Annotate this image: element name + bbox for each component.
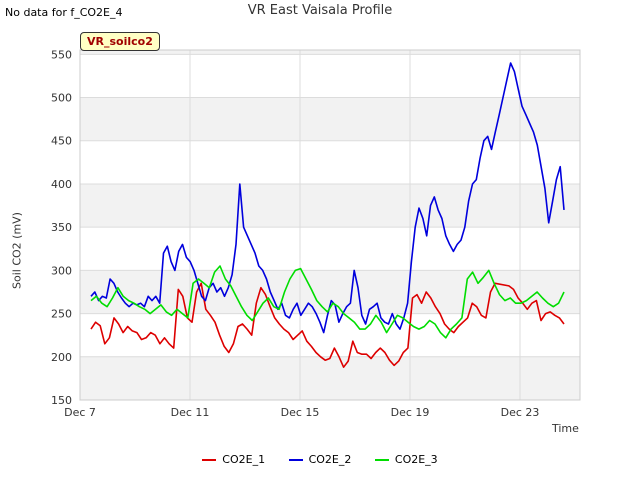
legend-item-co2e-3: CO2E_3: [374, 453, 438, 466]
legend-label-co2e-2: CO2E_2: [308, 453, 352, 466]
plot-frame: [79, 49, 581, 401]
y-tick-label: 300: [51, 264, 72, 277]
y-tick-label: 350: [51, 221, 72, 234]
x-tick-label: Dec 23: [501, 406, 540, 419]
series-line-co2e-3: [90, 265, 565, 339]
series-line-co2e-1: [90, 282, 565, 369]
x-tick-label: Dec 15: [281, 406, 320, 419]
y-axis-label: Soil CO2 (mV): [10, 212, 24, 289]
plot-band: [80, 183, 580, 228]
x-tick-label: Dec 19: [391, 406, 430, 419]
legend: CO2E_1 CO2E_2 CO2E_3: [0, 453, 640, 466]
y-tick-label: 550: [51, 48, 72, 61]
y-tick-label: 450: [51, 135, 72, 148]
plot-band: [80, 50, 580, 55]
plot-band: [80, 97, 580, 141]
x-tick-label: Dec 11: [171, 406, 210, 419]
legend-label-co2e-3: CO2E_3: [394, 453, 438, 466]
y-tick-label: 250: [51, 308, 72, 321]
y-tick-label: 500: [51, 92, 72, 105]
legend-swatch-co2e-1: [202, 459, 217, 461]
x-axis-label: Time: [552, 422, 579, 435]
series-line-co2e-2: [90, 62, 565, 334]
chart-title: VR East Vaisala Profile: [247, 3, 393, 18]
legend-item-co2e-1: CO2E_1: [202, 453, 265, 466]
no-data-note: No data for f_CO2E_4: [5, 6, 123, 19]
y-tick-label: 150: [51, 394, 72, 407]
plot-band: [80, 356, 580, 400]
legend-swatch-co2e-3: [374, 459, 389, 461]
y-tick-label: 200: [51, 351, 72, 364]
site-tag: VR_soilco2: [80, 32, 160, 51]
y-tick-label: 400: [51, 178, 72, 191]
legend-label-co2e-1: CO2E_1: [222, 453, 266, 466]
legend-swatch-co2e-2: [288, 459, 303, 461]
legend-item-co2e-2: CO2E_2: [288, 453, 352, 466]
x-tick-label: Dec 7: [64, 406, 96, 419]
